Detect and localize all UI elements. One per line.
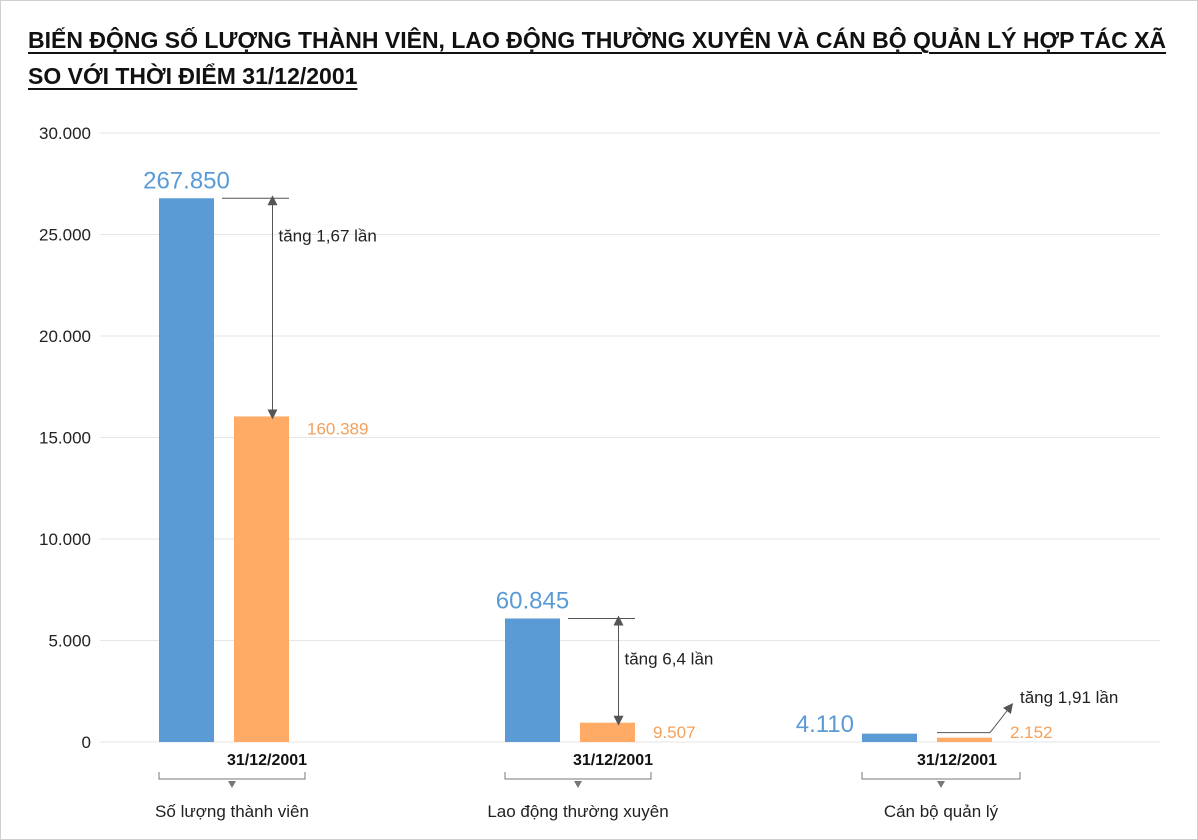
current-value-label: 267.850 xyxy=(143,167,230,194)
bracket-pointer xyxy=(228,781,236,788)
bracket-pointer xyxy=(574,781,582,788)
bar-current xyxy=(862,733,917,742)
y-tick-label: 30.000 xyxy=(39,124,91,143)
annotations: 267.850 160.389 tăng 1,67 lần 31/12/2001 Số … xyxy=(143,167,1118,821)
y-tick-label: 10.000 xyxy=(39,530,91,549)
y-tick-label: 0 xyxy=(82,733,91,752)
bar-current xyxy=(159,198,214,742)
current-value-label: 4.110 xyxy=(796,711,854,738)
y-tick-label: 25.000 xyxy=(39,226,91,245)
category-bracket xyxy=(861,772,1021,780)
y-tick-label: 15.000 xyxy=(39,429,91,448)
current-value-label: 60.845 xyxy=(496,587,569,614)
growth-arrow xyxy=(989,703,1014,733)
y-axis: 0 5.000 10.000 15.000 20.000 25.000 30.000 xyxy=(39,124,91,752)
category-label: Số lượng thành viên xyxy=(155,802,309,821)
bar-baseline xyxy=(580,722,635,742)
baseline-value-label: 9.507 xyxy=(653,723,696,742)
chart-title-line-1: BIẾN ĐỘNG SỐ LƯỢNG THÀNH VIÊN, LAO ĐỘNG … xyxy=(28,27,1167,53)
y-tick-label: 5.000 xyxy=(48,632,91,651)
baseline-date-label: 31/12/2001 xyxy=(227,752,307,769)
bar-baseline xyxy=(937,737,992,742)
growth-annotation: tăng 1,67 lần xyxy=(279,226,377,245)
category-bracket xyxy=(158,772,306,780)
category-bracket xyxy=(504,772,652,780)
growth-annotation: tăng 1,91 lần xyxy=(1020,688,1118,707)
baseline-value-label: 2.152 xyxy=(1010,723,1053,742)
category-label: Lao động thường xuyên xyxy=(487,802,668,821)
baseline-value-label: 160.389 xyxy=(307,419,368,438)
bar-baseline xyxy=(234,416,289,742)
bracket-pointer xyxy=(937,781,945,788)
category-label: Cán bộ quản lý xyxy=(884,802,999,821)
baseline-date-label: 31/12/2001 xyxy=(917,752,997,769)
bar-current xyxy=(505,618,560,742)
chart-title: BIẾN ĐỘNG SỐ LƯỢNG THÀNH VIÊN, LAO ĐỘNG … xyxy=(28,22,1166,94)
y-tick-label: 20.000 xyxy=(39,327,91,346)
bars xyxy=(159,198,992,742)
baseline-date-label: 31/12/2001 xyxy=(573,752,653,769)
chart-title-line-2: SO VỚI THỜI ĐIỂM 31/12/2001 xyxy=(28,63,358,89)
growth-annotation: tăng 6,4 lần xyxy=(625,650,714,669)
